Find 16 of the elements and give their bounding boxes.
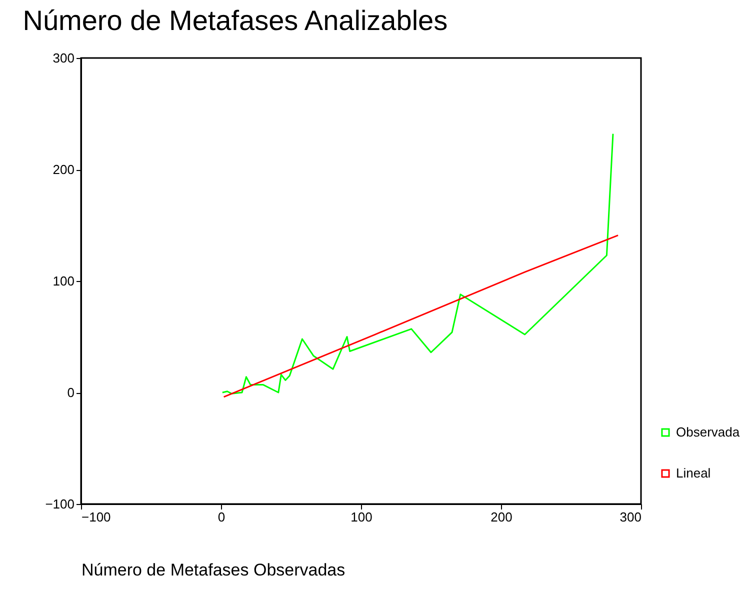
legend-label: Lineal xyxy=(676,466,711,480)
x-tick-label: −100 xyxy=(82,510,111,524)
chart-title: Número de Metafases Analizables xyxy=(22,5,448,36)
line-series xyxy=(223,234,619,398)
x-tick-label: 300 xyxy=(620,510,642,524)
x-tick-label: 0 xyxy=(218,510,226,524)
x-tick-label: 200 xyxy=(490,510,512,524)
y-tick-label: 0 xyxy=(67,385,74,400)
line-series xyxy=(222,133,614,394)
y-tick-label: 200 xyxy=(52,162,74,177)
y-tick-label: −100 xyxy=(45,496,74,512)
y-tick-label: 100 xyxy=(52,274,74,288)
x-axis-title: Número de Metafases Observadas xyxy=(82,560,346,580)
y-tick-label: 300 xyxy=(52,50,74,66)
x-tick-label: 100 xyxy=(350,510,372,524)
legend-label: Observada xyxy=(676,424,740,440)
